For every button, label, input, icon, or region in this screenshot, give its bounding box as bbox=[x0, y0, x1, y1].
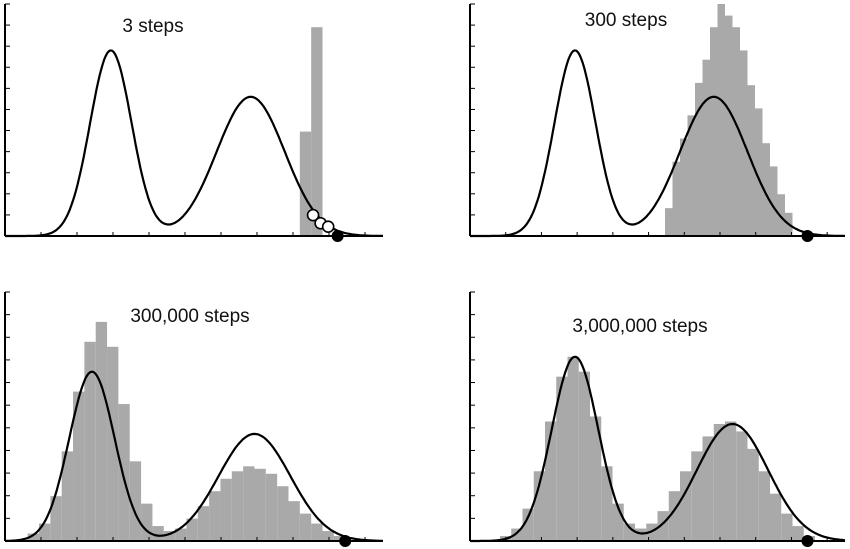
histogram-bar bbox=[522, 508, 534, 541]
histogram-bar bbox=[691, 451, 703, 541]
histogram-bar bbox=[713, 423, 725, 541]
histogram-bar bbox=[311, 523, 323, 541]
walk-step-point bbox=[321, 220, 335, 234]
histogram-bar bbox=[623, 523, 635, 541]
histogram-bar bbox=[511, 528, 523, 541]
panel-300-steps: 300 steps bbox=[469, 3, 845, 242]
histogram-bar bbox=[657, 511, 669, 541]
histogram-bar bbox=[186, 518, 198, 541]
histogram-bar bbox=[578, 371, 590, 541]
histogram-bar bbox=[590, 416, 602, 541]
histogram-bar bbox=[687, 115, 695, 236]
histogram-bar bbox=[762, 143, 770, 236]
histogram-bar bbox=[231, 471, 244, 541]
histogram-bar bbox=[545, 421, 557, 541]
panel-title: 3 steps bbox=[122, 16, 183, 37]
histogram-bar bbox=[175, 528, 187, 541]
histogram-bar bbox=[556, 376, 568, 541]
histogram-bar bbox=[747, 448, 759, 541]
panel-title: 3,000,000 steps bbox=[572, 316, 707, 337]
histogram-bar bbox=[702, 436, 714, 541]
histogram-bar bbox=[254, 468, 266, 541]
histogram-bar bbox=[710, 27, 718, 237]
histogram-bar bbox=[732, 27, 740, 237]
histogram-bar bbox=[129, 461, 142, 541]
histogram-bar bbox=[725, 15, 733, 236]
start-point-dot bbox=[331, 230, 344, 242]
histogram-bar bbox=[567, 356, 579, 541]
histogram-bar bbox=[61, 451, 74, 541]
histogram-bar bbox=[243, 466, 255, 541]
histogram-bar bbox=[601, 466, 613, 541]
histogram-bar bbox=[209, 491, 221, 541]
histogram-bar bbox=[277, 486, 289, 541]
target-density-curve bbox=[5, 370, 383, 543]
target-density-curve bbox=[470, 49, 845, 238]
histogram-bar bbox=[717, 4, 725, 236]
histogram-bar bbox=[770, 166, 778, 236]
histogram-bar bbox=[665, 208, 673, 236]
histogram-bar bbox=[781, 513, 793, 541]
histogram-bar bbox=[668, 491, 680, 541]
histogram-bar bbox=[758, 471, 770, 541]
histogram-bar bbox=[533, 471, 545, 541]
histogram-bar bbox=[695, 82, 703, 236]
histogram-bar bbox=[322, 531, 334, 541]
start-point-dot bbox=[339, 535, 352, 547]
start-point-dot bbox=[801, 230, 814, 242]
panel-3-steps: 3 steps bbox=[4, 3, 383, 242]
histogram-bar bbox=[635, 528, 647, 541]
target-density-curve bbox=[5, 49, 383, 238]
histogram-bar bbox=[288, 501, 300, 541]
histogram-bar bbox=[107, 346, 119, 541]
histogram-bar bbox=[220, 478, 232, 541]
histogram-bar bbox=[50, 496, 62, 541]
histogram-bar bbox=[299, 131, 312, 236]
histogram-bar bbox=[141, 503, 153, 541]
panel-3000000-steps: 3,000,000 steps bbox=[469, 291, 846, 547]
panel-300000-steps: 300,000 steps bbox=[4, 291, 383, 547]
histogram-bar bbox=[792, 526, 804, 541]
histogram-bar bbox=[27, 533, 40, 541]
histogram-bar bbox=[770, 493, 782, 541]
histogram-bar bbox=[163, 531, 176, 541]
target-density-curve bbox=[470, 355, 846, 543]
histogram-bar bbox=[299, 513, 312, 541]
histogram-bar bbox=[265, 473, 278, 541]
histogram-bar bbox=[736, 431, 748, 541]
histogram-bar bbox=[702, 59, 710, 237]
histogram-bar bbox=[680, 471, 692, 541]
histogram-bar bbox=[39, 523, 51, 541]
histogram-bar bbox=[95, 321, 108, 541]
histogram-bar bbox=[612, 503, 624, 541]
histogram-bar bbox=[84, 341, 96, 541]
panel-title: 300 steps bbox=[585, 10, 667, 31]
histogram-bar bbox=[311, 27, 323, 237]
panel-title: 300,000 steps bbox=[130, 306, 249, 327]
histogram-bar bbox=[118, 404, 130, 541]
histogram-bar bbox=[672, 161, 680, 236]
histogram-bar bbox=[777, 194, 785, 236]
histogram-bar bbox=[725, 421, 737, 541]
start-point-dot bbox=[801, 535, 814, 547]
histogram-bar bbox=[680, 138, 688, 236]
histogram-bar bbox=[197, 506, 210, 541]
histogram-bar bbox=[152, 526, 164, 541]
histogram-bar bbox=[73, 391, 85, 541]
histogram-bar bbox=[333, 536, 346, 541]
histogram-bar bbox=[755, 108, 763, 236]
walk-step-point bbox=[306, 208, 320, 222]
